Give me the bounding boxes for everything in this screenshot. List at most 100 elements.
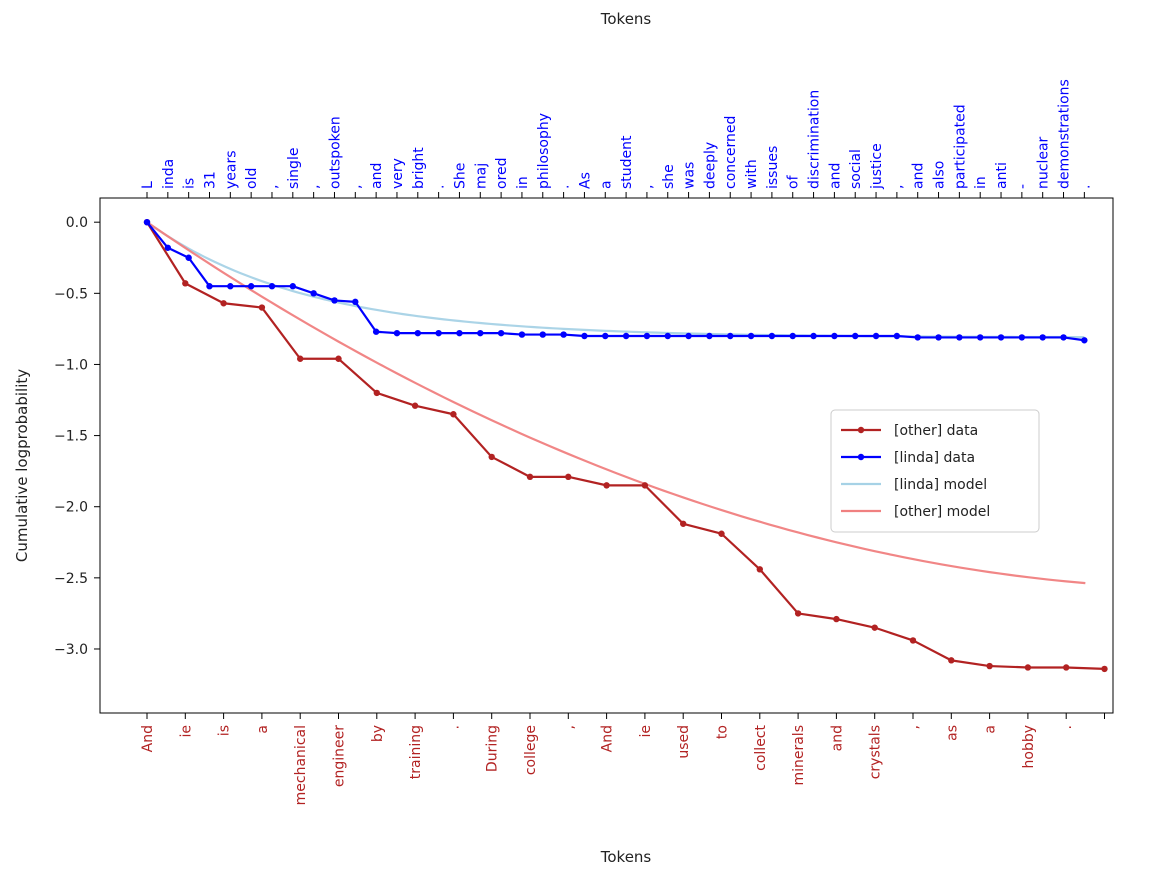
data-point: [831, 332, 838, 340]
data-point: [727, 332, 734, 340]
bottom-token-label: And: [140, 725, 156, 752]
bottom-token-label: to: [715, 725, 731, 739]
data-point: [220, 300, 227, 307]
bottom-token-label: .: [1059, 725, 1075, 729]
legend-entry-label: [linda] model: [894, 477, 987, 493]
y-tick-label: −1.5: [54, 429, 88, 445]
top-token-label: a: [598, 180, 614, 189]
top-token-label: bright: [411, 147, 427, 189]
top-token-label: years: [223, 150, 239, 189]
legend-entry-label: [other] model: [894, 504, 990, 520]
y-tick-label: −3.0: [54, 642, 88, 658]
data-point: [227, 283, 234, 290]
x-axis-label-bottom: Tokens: [600, 848, 652, 866]
data-point: [794, 610, 802, 617]
data-point: [641, 482, 649, 489]
top-token-label: in: [973, 176, 989, 189]
legend-marker: [857, 453, 865, 461]
data-point: [986, 662, 993, 670]
data-point: [1039, 334, 1046, 341]
data-point: [518, 331, 526, 338]
data-point: [450, 411, 457, 418]
data-point: [747, 332, 755, 340]
data-point: [948, 657, 955, 664]
data-point: [872, 332, 880, 340]
data-point: [206, 283, 213, 290]
y-tick-label: −2.0: [54, 500, 88, 516]
data-point: [852, 332, 859, 340]
data-point: [560, 331, 567, 338]
bottom-token-label: used: [676, 725, 692, 759]
bottom-token-label: collect: [753, 724, 769, 770]
bottom-token-label: college: [523, 725, 539, 775]
data-point: [488, 453, 495, 461]
bottom-token-label: ,: [561, 725, 577, 729]
top-token-label: As: [577, 172, 593, 189]
data-point: [706, 332, 713, 340]
top-token-label: ,: [640, 185, 656, 189]
bottom-token-label: by: [370, 725, 386, 742]
top-token-label: with: [744, 159, 760, 189]
data-point: [643, 332, 651, 340]
data-point: [435, 329, 442, 337]
data-point: [565, 473, 572, 481]
bottom-token-label: During: [485, 725, 501, 772]
bottom-token-label: is: [217, 725, 233, 736]
data-point: [603, 482, 610, 489]
top-token-label: student: [619, 135, 635, 189]
top-token-label: philosophy: [536, 113, 552, 189]
data-point: [1018, 334, 1026, 341]
top-token-label: ,: [307, 185, 323, 189]
data-point: [581, 332, 588, 340]
data-point: [258, 304, 266, 311]
data-point: [909, 637, 917, 644]
bottom-token-label: training: [408, 725, 424, 779]
bottom-token-label: And: [600, 725, 616, 752]
top-token-label: 31: [202, 171, 218, 189]
data-point: [977, 334, 984, 341]
model-line: [146, 221, 1086, 585]
bottom-token-label: as: [944, 725, 960, 741]
data-point: [1063, 664, 1070, 671]
top-token-label: maj: [473, 163, 489, 189]
data-point: [768, 332, 776, 340]
data-point: [335, 355, 342, 362]
bottom-token-label: .: [446, 725, 462, 729]
top-token-label: ,: [348, 185, 364, 189]
bottom-token-label: engineer: [332, 725, 348, 787]
data-point: [833, 615, 840, 623]
y-tick-label: −1.0: [54, 357, 88, 373]
top-token-label: she: [661, 164, 677, 189]
series-line: [146, 221, 1085, 342]
top-token-label: and: [827, 163, 843, 189]
y-tick-label: 0.0: [66, 215, 88, 231]
data-point: [680, 520, 687, 527]
data-point: [247, 283, 255, 290]
bottom-token-label: ie: [638, 725, 654, 738]
bottom-token-label: and: [829, 725, 845, 751]
top-token-label: inda: [161, 159, 177, 189]
top-token-label: .: [1077, 185, 1093, 189]
data-point: [297, 355, 304, 362]
top-token-label: outspoken: [327, 116, 343, 189]
top-token-label: was: [682, 162, 698, 189]
bottom-token-label: ie: [178, 725, 194, 738]
data-point: [526, 473, 534, 481]
top-token-label: in: [515, 176, 531, 189]
top-token-label: very: [390, 158, 406, 189]
top-token-label: deeply: [702, 142, 718, 189]
top-token-label: participated: [952, 104, 968, 189]
y-tick-label: −0.5: [54, 286, 88, 302]
data-point: [1060, 334, 1067, 341]
model-line: [146, 221, 1085, 339]
data-point: [756, 566, 763, 573]
bottom-token-label: minerals: [791, 725, 807, 786]
legend: [other] data [linda] data [linda] model [ot…: [830, 409, 1040, 533]
data-point: [373, 389, 380, 397]
data-point: [372, 328, 380, 335]
data-point: [602, 332, 609, 340]
top-token-label: She: [452, 163, 468, 189]
data-point: [182, 280, 189, 287]
top-token-label: and: [911, 163, 927, 189]
